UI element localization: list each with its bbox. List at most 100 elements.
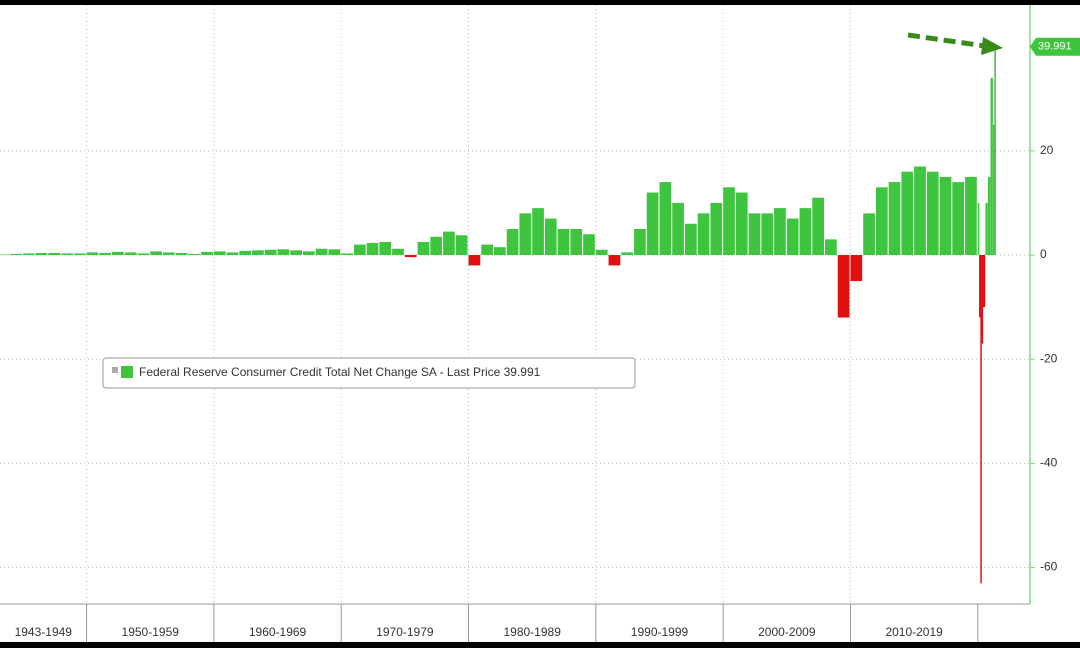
bar (977, 202, 980, 256)
bar (621, 252, 634, 256)
bar (162, 252, 175, 256)
bar (239, 250, 252, 256)
bar (735, 192, 748, 256)
bar (112, 251, 124, 256)
bar (353, 244, 366, 256)
bar (10, 253, 22, 256)
bar (532, 208, 544, 256)
legend-label: Federal Reserve Consumer Credit Total Ne… (139, 365, 541, 379)
bottom-border (0, 642, 1080, 648)
bar (748, 213, 761, 256)
bar (987, 176, 991, 256)
bar (506, 228, 519, 256)
bar (994, 46, 996, 256)
bar (982, 255, 986, 308)
bar (914, 166, 926, 256)
bar (213, 251, 226, 256)
bar (786, 218, 799, 256)
annotation-arrow (907, 32, 986, 49)
bar (634, 228, 646, 256)
bar (315, 248, 328, 256)
bar (175, 252, 188, 256)
bar (99, 252, 112, 256)
bar (264, 249, 277, 256)
bar (61, 253, 73, 256)
bar (379, 241, 392, 256)
bar (392, 248, 404, 256)
bar (990, 77, 993, 256)
bar (341, 253, 353, 256)
bar (761, 213, 774, 256)
bar (837, 255, 850, 318)
bar (22, 253, 35, 256)
x-group-label: 1970-1979 (376, 625, 434, 639)
bar (697, 213, 710, 256)
bar (850, 255, 863, 282)
x-group-label: 2000-2009 (758, 625, 816, 639)
bar (684, 223, 697, 256)
axes: 20 0 -20 -40 -60 1943-1949 1950-1959 1960-1969 1… (15, 143, 1058, 642)
bar (328, 249, 341, 256)
bar (519, 213, 532, 256)
bar (926, 171, 939, 256)
bar (980, 255, 982, 584)
bar (443, 231, 455, 256)
bar (73, 253, 86, 256)
bar (965, 176, 977, 256)
bar (888, 182, 901, 256)
bar (48, 252, 61, 256)
bar (710, 202, 723, 256)
bar (863, 213, 875, 256)
x-group-label: 1990-1999 (631, 625, 689, 639)
bar (544, 218, 557, 256)
last-price-marker (1030, 37, 1080, 56)
bar (799, 208, 812, 256)
bar (430, 236, 443, 256)
y-tick-label: 20 (1040, 143, 1054, 157)
bar (583, 234, 595, 256)
bar (252, 250, 264, 256)
bar (875, 187, 888, 256)
bar (303, 251, 315, 256)
bars (0, 46, 996, 584)
bar (201, 251, 213, 256)
bar (825, 239, 837, 256)
x-group-label: 1943-1949 (15, 625, 73, 639)
bar (993, 124, 995, 256)
y-tick-label: -40 (1040, 456, 1058, 470)
y-tick-label: -60 (1040, 560, 1058, 574)
y-tick-label: 0 (1040, 247, 1047, 261)
bar (417, 241, 430, 256)
x-group-label: 1950-1959 (122, 625, 180, 639)
bar (86, 252, 99, 256)
bar (952, 182, 965, 256)
bar (646, 192, 659, 256)
x-group-label: 1980-1989 (503, 625, 561, 639)
bar (0, 254, 10, 256)
last-price-tag: 39.991 (1030, 37, 1080, 56)
bar (812, 197, 824, 256)
bar (672, 202, 684, 256)
x-group-label: 1960-1969 (249, 625, 307, 639)
y-tick-label: -20 (1040, 351, 1058, 365)
bar (608, 255, 621, 266)
bar (35, 252, 48, 256)
bar (137, 253, 150, 256)
bar (481, 244, 493, 256)
bar (226, 252, 239, 256)
bar (570, 228, 583, 256)
bar (901, 171, 914, 256)
bar (455, 235, 468, 256)
bar (723, 187, 735, 256)
bar (985, 202, 988, 256)
legend-box (102, 357, 636, 389)
bar (595, 249, 608, 256)
bar (468, 255, 481, 266)
bar (277, 249, 290, 256)
bar (290, 250, 302, 256)
x-group-label: 2010-2019 (885, 625, 943, 639)
bar (404, 255, 417, 258)
annotation-arrowhead (981, 37, 1003, 55)
plot-background (0, 5, 1080, 642)
